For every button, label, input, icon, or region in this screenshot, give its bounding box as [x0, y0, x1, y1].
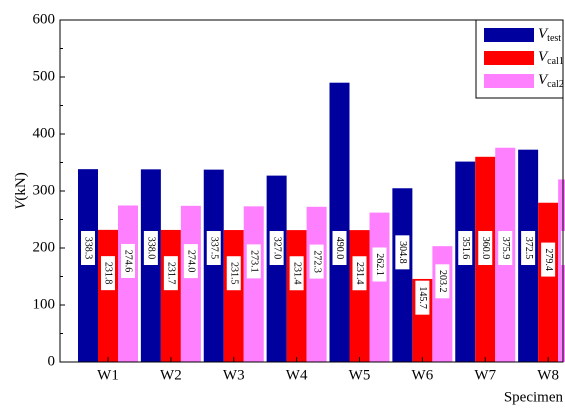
value-label: 231.5: [228, 262, 239, 285]
value-label-box: [498, 231, 513, 265]
bar: [432, 246, 453, 362]
y-tick-label: 600: [33, 11, 56, 27]
value-label-box: [332, 231, 347, 265]
value-label: 337.5: [208, 237, 219, 260]
legend-sub: cal1: [547, 56, 564, 67]
y-tick-label: 400: [33, 125, 56, 141]
x-tick-label: W5: [349, 367, 371, 383]
x-tick-label: W1: [97, 367, 119, 383]
x-axis-label: Specimen: [504, 389, 564, 405]
value-label-box: [163, 256, 178, 291]
legend-sub: cal2: [547, 79, 564, 90]
value-label: 231.7: [166, 262, 177, 285]
value-label-box: [289, 256, 304, 291]
y-tick-label: 0: [48, 353, 56, 369]
legend-label: Vtest: [538, 26, 561, 44]
value-label-box: [309, 244, 324, 279]
value-label-box: [372, 247, 387, 282]
bar: [369, 212, 390, 362]
bar: [223, 230, 244, 362]
y-tick-label: 100: [33, 296, 56, 312]
bar: [306, 206, 327, 362]
bar: [98, 229, 118, 362]
value-label: 145.7: [417, 286, 428, 309]
bar: [349, 230, 370, 362]
legend-symbol: V: [538, 72, 549, 88]
bar: [118, 205, 138, 362]
value-label: 231.8: [103, 262, 114, 285]
value-label-box: [246, 244, 261, 279]
value-label: 375.9: [500, 237, 511, 260]
value-label-box: [101, 256, 115, 291]
x-tick-label: W3: [223, 367, 245, 383]
legend-swatch: [484, 28, 534, 42]
y-axis-label: V(kN): [13, 172, 29, 210]
value-label-box: [226, 256, 241, 291]
legend-symbol: V: [538, 26, 549, 42]
value-label: 490.0: [334, 237, 345, 260]
value-label-box: [269, 231, 284, 265]
bar: [558, 179, 565, 362]
value-label: 231.4: [291, 262, 302, 285]
y-tick-label: 500: [33, 68, 56, 84]
value-label: 274.6: [123, 250, 134, 273]
legend-symbol: V: [538, 49, 549, 65]
value-label-box: [143, 231, 158, 265]
value-label: 274.0: [186, 250, 197, 273]
y-tick-label: 300: [33, 182, 56, 198]
value-label-box: [81, 231, 95, 265]
bar: [180, 205, 201, 362]
value-label-box: [521, 231, 536, 265]
value-label: 338.3: [83, 237, 94, 260]
value-label: 272.3: [311, 250, 322, 273]
value-label-box: [206, 231, 221, 265]
value-label: 320.3: [563, 237, 565, 260]
x-tick-label: W6: [412, 367, 434, 383]
value-label: 372.5: [523, 237, 534, 260]
bar: [266, 175, 287, 362]
value-label-box: [395, 235, 410, 270]
value-label: 304.8: [397, 241, 408, 264]
value-label-box: [415, 280, 430, 315]
y-tick-label: 200: [33, 239, 56, 255]
bar: [392, 188, 413, 362]
bar: [140, 169, 161, 362]
value-label-box: [435, 264, 450, 299]
legend-swatch: [484, 74, 534, 88]
bar: [286, 230, 307, 362]
y-label-symbol: V: [13, 199, 29, 210]
bar: [160, 229, 181, 362]
bar: [203, 169, 224, 362]
value-label-box: [478, 231, 493, 265]
bar: [538, 202, 559, 362]
value-label: 360.0: [480, 237, 491, 260]
value-label-box: [352, 256, 367, 291]
value-label: 273.1: [248, 250, 259, 273]
legend-label: Vcal1: [538, 49, 564, 67]
x-tick-label: W8: [537, 367, 559, 383]
legend-label: Vcal2: [538, 72, 564, 90]
value-label: 262.1: [374, 253, 385, 276]
x-tick-label: W4: [286, 367, 308, 383]
value-label-box: [458, 231, 473, 265]
value-label: 203.2: [437, 270, 448, 293]
x-tick-label: W7: [474, 367, 496, 383]
value-label: 279.4: [543, 248, 554, 271]
value-label: 231.4: [354, 262, 365, 285]
value-label: 327.0: [271, 237, 282, 260]
bar: [243, 206, 264, 362]
bar: [78, 169, 98, 362]
x-tick-label: W2: [160, 367, 182, 383]
value-label-box: [183, 244, 198, 279]
bar: [329, 82, 350, 362]
value-label: 351.6: [460, 237, 471, 260]
value-label: 338.0: [146, 237, 157, 260]
y-label-unit: (kN): [13, 172, 29, 200]
legend-swatch: [484, 51, 534, 65]
value-label-box: [541, 242, 556, 277]
value-label-box: [121, 243, 135, 278]
legend-sub: test: [547, 33, 561, 44]
